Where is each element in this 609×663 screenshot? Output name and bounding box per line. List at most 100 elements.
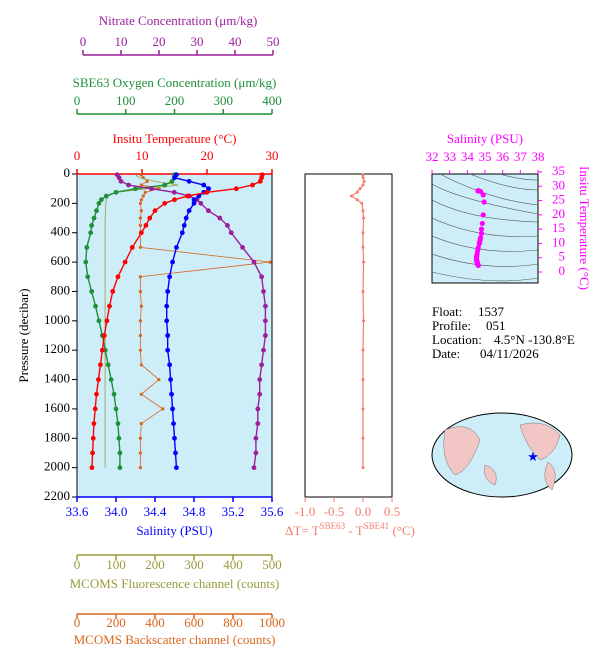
profile-point: [138, 466, 142, 470]
y-tick-label: 800: [51, 282, 71, 297]
x-tick-label: 0: [74, 93, 81, 108]
y-tick-label: 0: [559, 263, 566, 278]
profile-point: [93, 303, 98, 309]
profile-point: [139, 173, 143, 177]
profile-point: [259, 175, 264, 181]
profile-point: [165, 289, 171, 294]
y-tick-label: 10: [552, 234, 565, 249]
profile-point: [139, 363, 143, 367]
delta-point: [349, 194, 353, 198]
x-tick-label: 35.2: [222, 504, 245, 519]
x-tick-label: 0: [74, 148, 81, 163]
delta-point: [361, 407, 365, 411]
delta-point: [362, 216, 366, 220]
delta-point: [361, 348, 365, 352]
profile-point: [172, 175, 177, 181]
profile-point: [117, 465, 123, 471]
delta-point: [358, 187, 362, 191]
profile-point: [186, 178, 192, 184]
x-tick-label: 34: [461, 149, 475, 164]
ts-point: [481, 199, 487, 205]
delta-point: [362, 260, 366, 264]
profile-point: [129, 245, 135, 250]
info-label: Location:: [432, 332, 482, 347]
delta-point: [355, 198, 359, 202]
x-tick-label: 34.4: [144, 504, 167, 519]
profile-point: [259, 362, 264, 368]
delta-point: [361, 183, 365, 187]
y-tick-label: 0: [64, 165, 71, 180]
profile-point: [96, 200, 102, 206]
x-tick-label: 600: [184, 615, 204, 630]
profile-point: [83, 259, 89, 265]
x-tick-label: 0.0: [355, 504, 371, 519]
x-tick-label: 1000: [259, 615, 285, 630]
y-tick-label: 1800: [44, 429, 70, 444]
profile-point: [90, 435, 96, 441]
axis-title-part: - T: [345, 523, 364, 538]
delta-point: [361, 378, 365, 382]
profile-point: [171, 421, 176, 426]
profile-point: [145, 179, 149, 183]
delta-point: [361, 466, 365, 470]
x-tick-label: 200: [165, 93, 185, 108]
delta-point: [361, 245, 365, 249]
profile-point: [139, 392, 143, 396]
profile-point: [240, 245, 246, 250]
profile-point: [138, 319, 142, 323]
delta-point: [362, 179, 366, 183]
profile-point: [196, 193, 202, 199]
ts-point: [479, 220, 485, 227]
profile-point: [108, 377, 114, 382]
profile-point: [138, 275, 142, 279]
x-tick-label: 0.5: [384, 504, 400, 519]
info-value: 4.5°N -130.8°E: [494, 332, 575, 347]
axis-title-part: (°C): [389, 523, 415, 538]
profile-point: [257, 377, 263, 382]
profile-point: [89, 465, 95, 471]
profile-point: [138, 223, 142, 227]
delta-point: [360, 201, 364, 205]
profile-point: [198, 200, 204, 206]
profile-point: [172, 197, 177, 203]
profile-point: [138, 201, 142, 205]
x-tick-label: 20: [201, 148, 214, 163]
profile-point: [181, 222, 187, 228]
x-tick-label: 500: [262, 557, 282, 572]
x-tick-label: 0: [80, 34, 87, 49]
y-tick-label: 1600: [44, 400, 70, 415]
ts-point: [478, 226, 485, 232]
x-tick-label: 10: [136, 148, 149, 163]
profile-point: [201, 182, 207, 188]
profile-point: [164, 318, 170, 324]
profile-point: [122, 259, 128, 265]
profile-point: [105, 362, 111, 368]
y-tick-label: 20: [552, 206, 565, 221]
x-tick-label: 800: [223, 615, 243, 630]
profile-point: [138, 348, 142, 352]
profile-point: [116, 175, 122, 181]
x-tick-label: 400: [145, 615, 165, 630]
x-tick-label: 30: [191, 34, 204, 49]
profile-point: [139, 209, 143, 213]
profile-point: [113, 406, 119, 412]
profile-point: [84, 245, 90, 250]
profile-point: [253, 435, 259, 441]
profile-point: [167, 274, 173, 280]
ts-point: [478, 230, 485, 237]
profile-point: [191, 197, 197, 203]
profile-point: [99, 347, 105, 353]
axis-title-part: ΔT= T: [285, 523, 320, 538]
x-tick-label: 0: [74, 557, 81, 572]
y-tick-label: 2000: [44, 459, 70, 474]
profile-point: [170, 259, 175, 265]
profile-point: [157, 377, 161, 382]
profile-point: [165, 333, 171, 338]
x-axis-title: MCOMS Fluorescence channel (counts): [70, 576, 280, 591]
profile-point: [88, 230, 94, 236]
x-axis-title: MCOMS Backscatter channel (counts): [74, 632, 276, 647]
profile-point: [110, 289, 116, 294]
x-tick-label: 400: [223, 557, 243, 572]
profile-point: [179, 230, 185, 236]
ts-point: [476, 241, 482, 247]
